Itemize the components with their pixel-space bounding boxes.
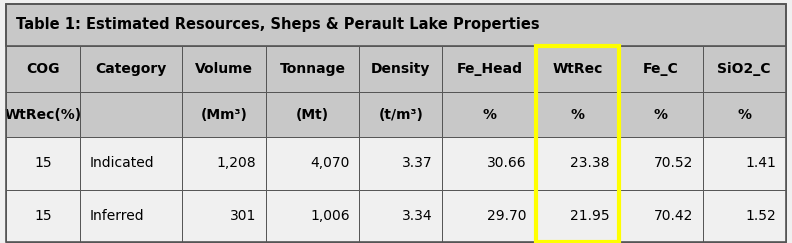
Bar xyxy=(6,46,80,92)
Text: 4,070: 4,070 xyxy=(310,156,350,170)
Text: Volume: Volume xyxy=(195,62,253,76)
Text: 70.52: 70.52 xyxy=(653,156,693,170)
Text: 15: 15 xyxy=(34,156,51,170)
Bar xyxy=(619,190,703,242)
Text: 23.38: 23.38 xyxy=(570,156,610,170)
Bar xyxy=(619,137,703,190)
Bar xyxy=(265,137,360,190)
Bar xyxy=(443,137,536,190)
Text: (Mt): (Mt) xyxy=(296,108,329,122)
Bar xyxy=(443,190,536,242)
Bar xyxy=(619,92,703,137)
Bar xyxy=(182,190,265,242)
Bar xyxy=(619,46,703,92)
Text: 301: 301 xyxy=(230,209,256,223)
Bar xyxy=(360,137,443,190)
Bar xyxy=(536,46,619,242)
Text: %: % xyxy=(654,108,668,122)
Bar xyxy=(703,190,786,242)
Text: 3.37: 3.37 xyxy=(402,156,433,170)
Bar xyxy=(265,92,360,137)
Bar xyxy=(6,4,786,46)
Text: WtRec: WtRec xyxy=(553,62,603,76)
Text: 1.41: 1.41 xyxy=(745,156,776,170)
Text: 3.34: 3.34 xyxy=(402,209,433,223)
Bar xyxy=(265,46,360,92)
Text: 30.66: 30.66 xyxy=(487,156,527,170)
Text: Indicated: Indicated xyxy=(89,156,154,170)
Bar xyxy=(360,92,443,137)
Bar xyxy=(536,137,619,190)
Text: (t/m³): (t/m³) xyxy=(379,108,424,122)
Bar xyxy=(80,92,182,137)
Text: Table 1: Estimated Resources, Sheps & Perault Lake Properties: Table 1: Estimated Resources, Sheps & Pe… xyxy=(16,17,539,32)
Bar xyxy=(536,190,619,242)
Bar xyxy=(6,137,80,190)
Bar xyxy=(703,137,786,190)
Text: COG: COG xyxy=(26,62,59,76)
Bar xyxy=(80,137,182,190)
Bar xyxy=(536,92,619,137)
Bar xyxy=(6,190,80,242)
Bar xyxy=(80,190,182,242)
Bar xyxy=(80,46,182,92)
Text: 1,006: 1,006 xyxy=(310,209,350,223)
Bar xyxy=(182,46,265,92)
Text: Tonnage: Tonnage xyxy=(280,62,345,76)
Bar xyxy=(265,190,360,242)
Text: (Mm³): (Mm³) xyxy=(200,108,247,122)
Text: %: % xyxy=(482,108,497,122)
Text: Category: Category xyxy=(95,62,166,76)
Text: WtRec(%): WtRec(%) xyxy=(5,108,82,122)
Bar xyxy=(360,46,443,92)
Text: 70.42: 70.42 xyxy=(653,209,693,223)
Text: 1.52: 1.52 xyxy=(745,209,776,223)
Text: Fe_C: Fe_C xyxy=(643,62,679,76)
Text: Density: Density xyxy=(371,62,431,76)
Text: %: % xyxy=(571,108,584,122)
Bar xyxy=(443,92,536,137)
Bar xyxy=(182,137,265,190)
Text: 29.70: 29.70 xyxy=(487,209,527,223)
Bar xyxy=(6,92,80,137)
Bar xyxy=(703,92,786,137)
Bar xyxy=(536,46,619,92)
Text: Inferred: Inferred xyxy=(89,209,144,223)
Bar xyxy=(182,92,265,137)
Text: %: % xyxy=(737,108,751,122)
Text: 15: 15 xyxy=(34,209,51,223)
Text: 1,208: 1,208 xyxy=(216,156,256,170)
Bar xyxy=(703,46,786,92)
Bar xyxy=(443,46,536,92)
Bar xyxy=(360,190,443,242)
Text: Fe_Head: Fe_Head xyxy=(456,62,523,76)
Text: SiO2_C: SiO2_C xyxy=(718,62,771,76)
Text: 21.95: 21.95 xyxy=(570,209,610,223)
